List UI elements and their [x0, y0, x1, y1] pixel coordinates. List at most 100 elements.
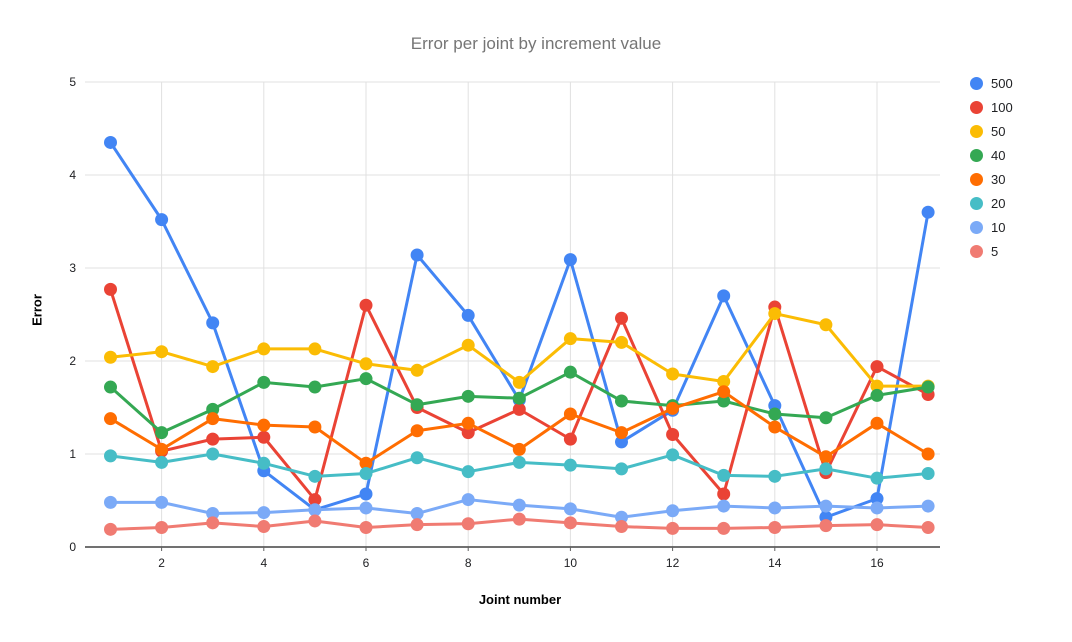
- data-point-40-joint-16: [870, 388, 884, 402]
- legend-label: 5: [991, 244, 999, 259]
- data-point-20-joint-13: [717, 468, 731, 482]
- data-point-40-joint-15: [819, 411, 833, 425]
- data-point-500-joint-13: [717, 289, 731, 303]
- legend-swatch-icon: [970, 125, 983, 138]
- data-point-100-joint-13: [717, 487, 731, 501]
- legend-label: 50: [991, 124, 1006, 139]
- data-point-50-joint-5: [308, 342, 322, 356]
- data-point-20-joint-5: [308, 469, 322, 483]
- x-tick-label: 2: [158, 556, 165, 570]
- chart-title: Error per joint by increment value: [410, 34, 662, 53]
- legend-item-50: 50: [970, 125, 1013, 138]
- data-point-10-joint-4: [257, 506, 271, 520]
- data-point-20-joint-11: [615, 462, 628, 476]
- data-point-5-joint-13: [717, 521, 731, 535]
- legend-label: 20: [991, 196, 1006, 211]
- data-point-50-joint-1: [104, 350, 117, 364]
- data-point-30-joint-13: [717, 385, 731, 399]
- x-tick-labels: 2 4 6 8 10 12 14 16: [158, 556, 884, 570]
- data-point-10-joint-13: [717, 499, 731, 513]
- data-point-10-joint-8: [461, 493, 475, 507]
- data-point-5-joint-14: [768, 520, 782, 534]
- series-5: [104, 512, 935, 536]
- data-point-5-joint-11: [615, 520, 628, 534]
- data-point-100-joint-1: [104, 282, 117, 296]
- data-point-30-joint-2: [155, 442, 169, 456]
- data-point-500-joint-16: [870, 492, 884, 506]
- data-point-50-joint-10: [563, 332, 577, 346]
- y-tick-label: 1: [69, 447, 76, 461]
- x-tick-label: 12: [666, 556, 680, 570]
- data-point-5-joint-5: [308, 514, 322, 528]
- series-line-50: [109, 312, 930, 388]
- data-point-40-joint-13: [717, 394, 731, 408]
- data-point-20-joint-15: [819, 462, 833, 476]
- data-point-40-joint-17: [921, 380, 935, 394]
- data-point-30-joint-9: [512, 442, 526, 456]
- legend-label: 10: [991, 220, 1006, 235]
- legend-item-30: 30: [970, 173, 1013, 186]
- data-point-40-joint-1: [104, 380, 117, 394]
- data-point-100-joint-10: [563, 432, 577, 446]
- x-tick-label: 8: [465, 556, 472, 570]
- data-point-5-joint-4: [257, 520, 271, 534]
- y-tick-label: 2: [69, 354, 76, 368]
- legend-item-40: 40: [970, 149, 1013, 162]
- data-point-20-joint-6: [359, 467, 373, 481]
- legend-swatch-icon: [970, 173, 983, 186]
- x-tick-label: 10: [564, 556, 578, 570]
- data-point-20-joint-9: [512, 455, 526, 469]
- data-point-10-joint-3: [206, 507, 220, 521]
- x-axis-line: [85, 546, 940, 551]
- gridlines: [85, 81, 940, 547]
- data-point-30-joint-8: [461, 416, 475, 430]
- data-point-50-joint-7: [410, 363, 424, 377]
- data-point-20-joint-1: [104, 449, 117, 463]
- data-point-20-joint-3: [206, 447, 220, 461]
- x-tick-label: 6: [363, 556, 370, 570]
- data-point-20-joint-17: [921, 467, 935, 481]
- data-point-5-joint-15: [819, 519, 833, 533]
- data-point-5-joint-7: [410, 518, 424, 532]
- series-10: [104, 493, 935, 524]
- data-point-30-joint-6: [359, 456, 373, 470]
- data-point-50-joint-12: [666, 367, 680, 381]
- legend-item-100: 100: [970, 101, 1013, 114]
- data-point-100-joint-11: [615, 311, 628, 325]
- data-point-50-joint-14: [768, 307, 782, 321]
- y-tick-label: 3: [69, 261, 76, 275]
- data-point-50-joint-2: [155, 345, 169, 359]
- legend-label: 40: [991, 148, 1006, 163]
- x-tick-label: 14: [768, 556, 782, 570]
- data-point-30-joint-16: [870, 416, 884, 430]
- data-point-5-joint-9: [512, 512, 526, 526]
- data-point-5-joint-3: [206, 516, 220, 530]
- legend-swatch-icon: [970, 221, 983, 234]
- data-point-30-joint-12: [666, 401, 680, 415]
- data-point-30-joint-3: [206, 412, 220, 426]
- data-point-50-joint-9: [512, 375, 526, 389]
- data-point-30-joint-14: [768, 420, 782, 434]
- data-point-10-joint-16: [870, 501, 884, 515]
- data-point-50-joint-11: [615, 335, 628, 349]
- data-point-100-joint-9: [512, 402, 526, 416]
- data-point-20-joint-8: [461, 465, 475, 479]
- data-point-40-joint-11: [615, 394, 628, 408]
- data-point-30-joint-11: [615, 426, 628, 440]
- data-point-10-joint-14: [768, 501, 782, 515]
- data-point-500-joint-2: [155, 213, 169, 227]
- data-point-100-joint-4: [257, 430, 271, 444]
- legend-swatch-icon: [970, 197, 983, 210]
- data-point-30-joint-5: [308, 420, 322, 434]
- legend: 500 100 50 40 30 20 10 5: [970, 77, 1013, 269]
- data-point-20-joint-7: [410, 451, 424, 465]
- data-point-30-joint-7: [410, 424, 424, 438]
- data-point-10-joint-10: [563, 502, 577, 516]
- data-point-10-joint-7: [410, 507, 424, 521]
- data-point-500-joint-1: [104, 135, 117, 149]
- legend-item-500: 500: [970, 77, 1013, 90]
- data-point-40-joint-6: [359, 372, 373, 386]
- data-point-40-joint-9: [512, 391, 526, 405]
